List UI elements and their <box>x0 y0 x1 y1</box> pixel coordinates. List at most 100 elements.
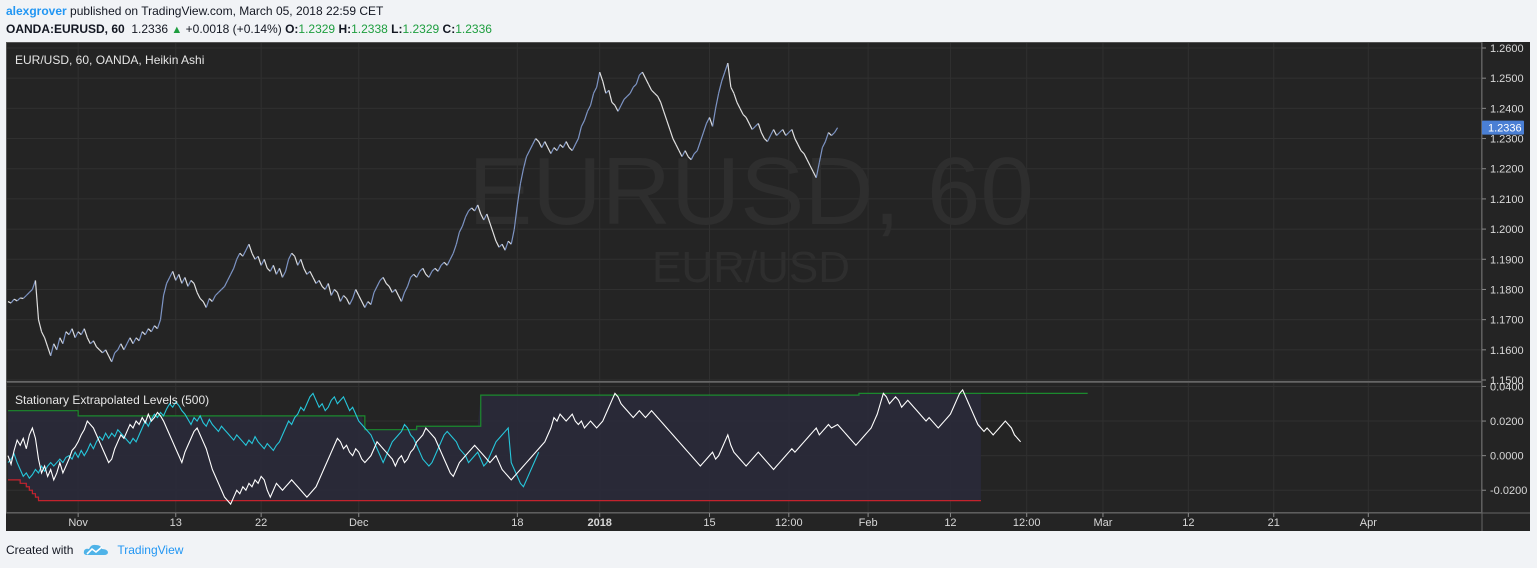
price-segment <box>16 297 21 302</box>
price-segment <box>126 337 131 345</box>
price-segment <box>129 337 134 345</box>
price-segment <box>651 89 656 94</box>
last-price: 1.2336 <box>131 22 169 36</box>
price-segment <box>358 295 363 302</box>
price-segment <box>745 117 750 124</box>
price-segment <box>492 231 497 242</box>
price-segment <box>349 298 354 305</box>
price-segment <box>733 93 738 103</box>
price-segment <box>397 295 402 302</box>
price-segment <box>693 150 698 155</box>
price-segment <box>818 147 823 163</box>
price-segment <box>626 92 631 97</box>
price-segment <box>547 147 552 154</box>
price-segment <box>385 282 390 287</box>
price-segment <box>464 210 470 218</box>
level-band <box>8 393 981 501</box>
price-tick-label: 1.2100 <box>1490 194 1524 206</box>
price-segment <box>62 331 67 344</box>
price-segment <box>114 349 119 354</box>
price-segment <box>300 259 305 269</box>
price-segment <box>315 279 320 284</box>
price-segment <box>245 243 250 251</box>
price-tick-label: 1.1800 <box>1490 284 1524 296</box>
price-segment <box>779 129 784 133</box>
price-axis[interactable]: 1.2600 1.2500 1.2400 1.2300 1.2200 1.2100 1.20… <box>1482 43 1524 387</box>
chart-svg[interactable]: EURUSD, 60 EUR/USD 1.26001.25001.24001.2… <box>6 42 1530 531</box>
price-segment <box>428 271 433 278</box>
price-segment <box>233 259 238 269</box>
price-segment <box>208 298 213 302</box>
price-segment <box>388 286 393 293</box>
price-segment <box>68 328 73 335</box>
time-tick-label: Nov <box>68 517 88 529</box>
price-segment <box>519 168 525 184</box>
price-segment <box>199 298 204 302</box>
price-segment <box>178 274 183 284</box>
price-segment <box>65 331 70 336</box>
price-segment <box>736 102 741 109</box>
price-segment <box>556 144 561 151</box>
price-segment <box>791 129 796 139</box>
price-segment <box>86 337 91 345</box>
close-label: C: <box>442 22 456 36</box>
price-segment <box>239 252 244 257</box>
price-segment <box>117 343 122 351</box>
price-segment <box>776 132 781 136</box>
price-segment <box>620 99 625 106</box>
tradingview-brand-link[interactable]: TradingView <box>117 543 184 557</box>
price-segment <box>440 261 445 266</box>
price-tick-label: 1.2300 <box>1490 134 1524 146</box>
price-segment <box>711 108 717 127</box>
price-segment <box>831 132 835 136</box>
price-segment <box>580 120 585 127</box>
price-segment <box>96 346 100 351</box>
price-segment <box>757 123 762 133</box>
created-with-text: Created with <box>6 543 74 557</box>
price-segment <box>602 81 607 94</box>
price-segment <box>702 123 708 133</box>
price-segment <box>730 86 735 94</box>
time-axis[interactable]: Nov 13 22 Dec 18 2018 15 12:00 Feb 12 12:00 Mar 12 21… <box>68 513 1377 529</box>
osc-tick-label: 0.0000 <box>1490 451 1524 463</box>
author-link[interactable]: alexgrover <box>6 4 67 18</box>
price-segment <box>7 300 12 304</box>
osc-tick-label: 0.0400 <box>1490 381 1524 393</box>
price-segment <box>654 92 659 97</box>
price-segment <box>327 283 332 296</box>
price-tick-label: 1.2200 <box>1490 164 1524 176</box>
price-segment <box>47 346 52 357</box>
price-segment <box>77 331 82 336</box>
stationary-line <box>7 388 1022 506</box>
price-segment <box>629 86 634 94</box>
price-segment <box>391 289 396 293</box>
price-segment <box>797 144 802 151</box>
osc-axis[interactable]: 0.0400 0.0200 0.0000 -0.0200 <box>1482 381 1527 497</box>
price-segment <box>644 77 650 85</box>
chart-frame[interactable]: EURUSD, 60 EUR/USD 1.2600 1.2500 1.2400 1.2… <box>6 42 1530 531</box>
price-segment <box>59 337 64 345</box>
price-segment <box>138 331 143 341</box>
price-segment <box>455 231 460 245</box>
price-segment <box>37 319 43 332</box>
price-segment <box>632 83 637 88</box>
open-value: 1.2329 <box>298 22 336 36</box>
price-segment <box>400 292 406 302</box>
up-triangle-icon: ▲ <box>171 24 183 36</box>
price-segment <box>227 274 232 281</box>
price-segment <box>538 141 543 148</box>
price-segment <box>461 216 467 227</box>
price-segment <box>74 331 79 339</box>
price-segment <box>20 297 24 300</box>
price-segment <box>593 86 598 94</box>
price-segment <box>379 276 384 281</box>
price-segment <box>193 283 198 293</box>
price-segment <box>111 352 116 363</box>
price-segment <box>672 138 677 145</box>
price-segment <box>254 255 259 260</box>
price-segment <box>513 204 518 230</box>
price-segment <box>361 301 366 308</box>
price-segment <box>809 165 814 173</box>
price-segment <box>571 144 576 151</box>
price-segment <box>788 129 793 133</box>
